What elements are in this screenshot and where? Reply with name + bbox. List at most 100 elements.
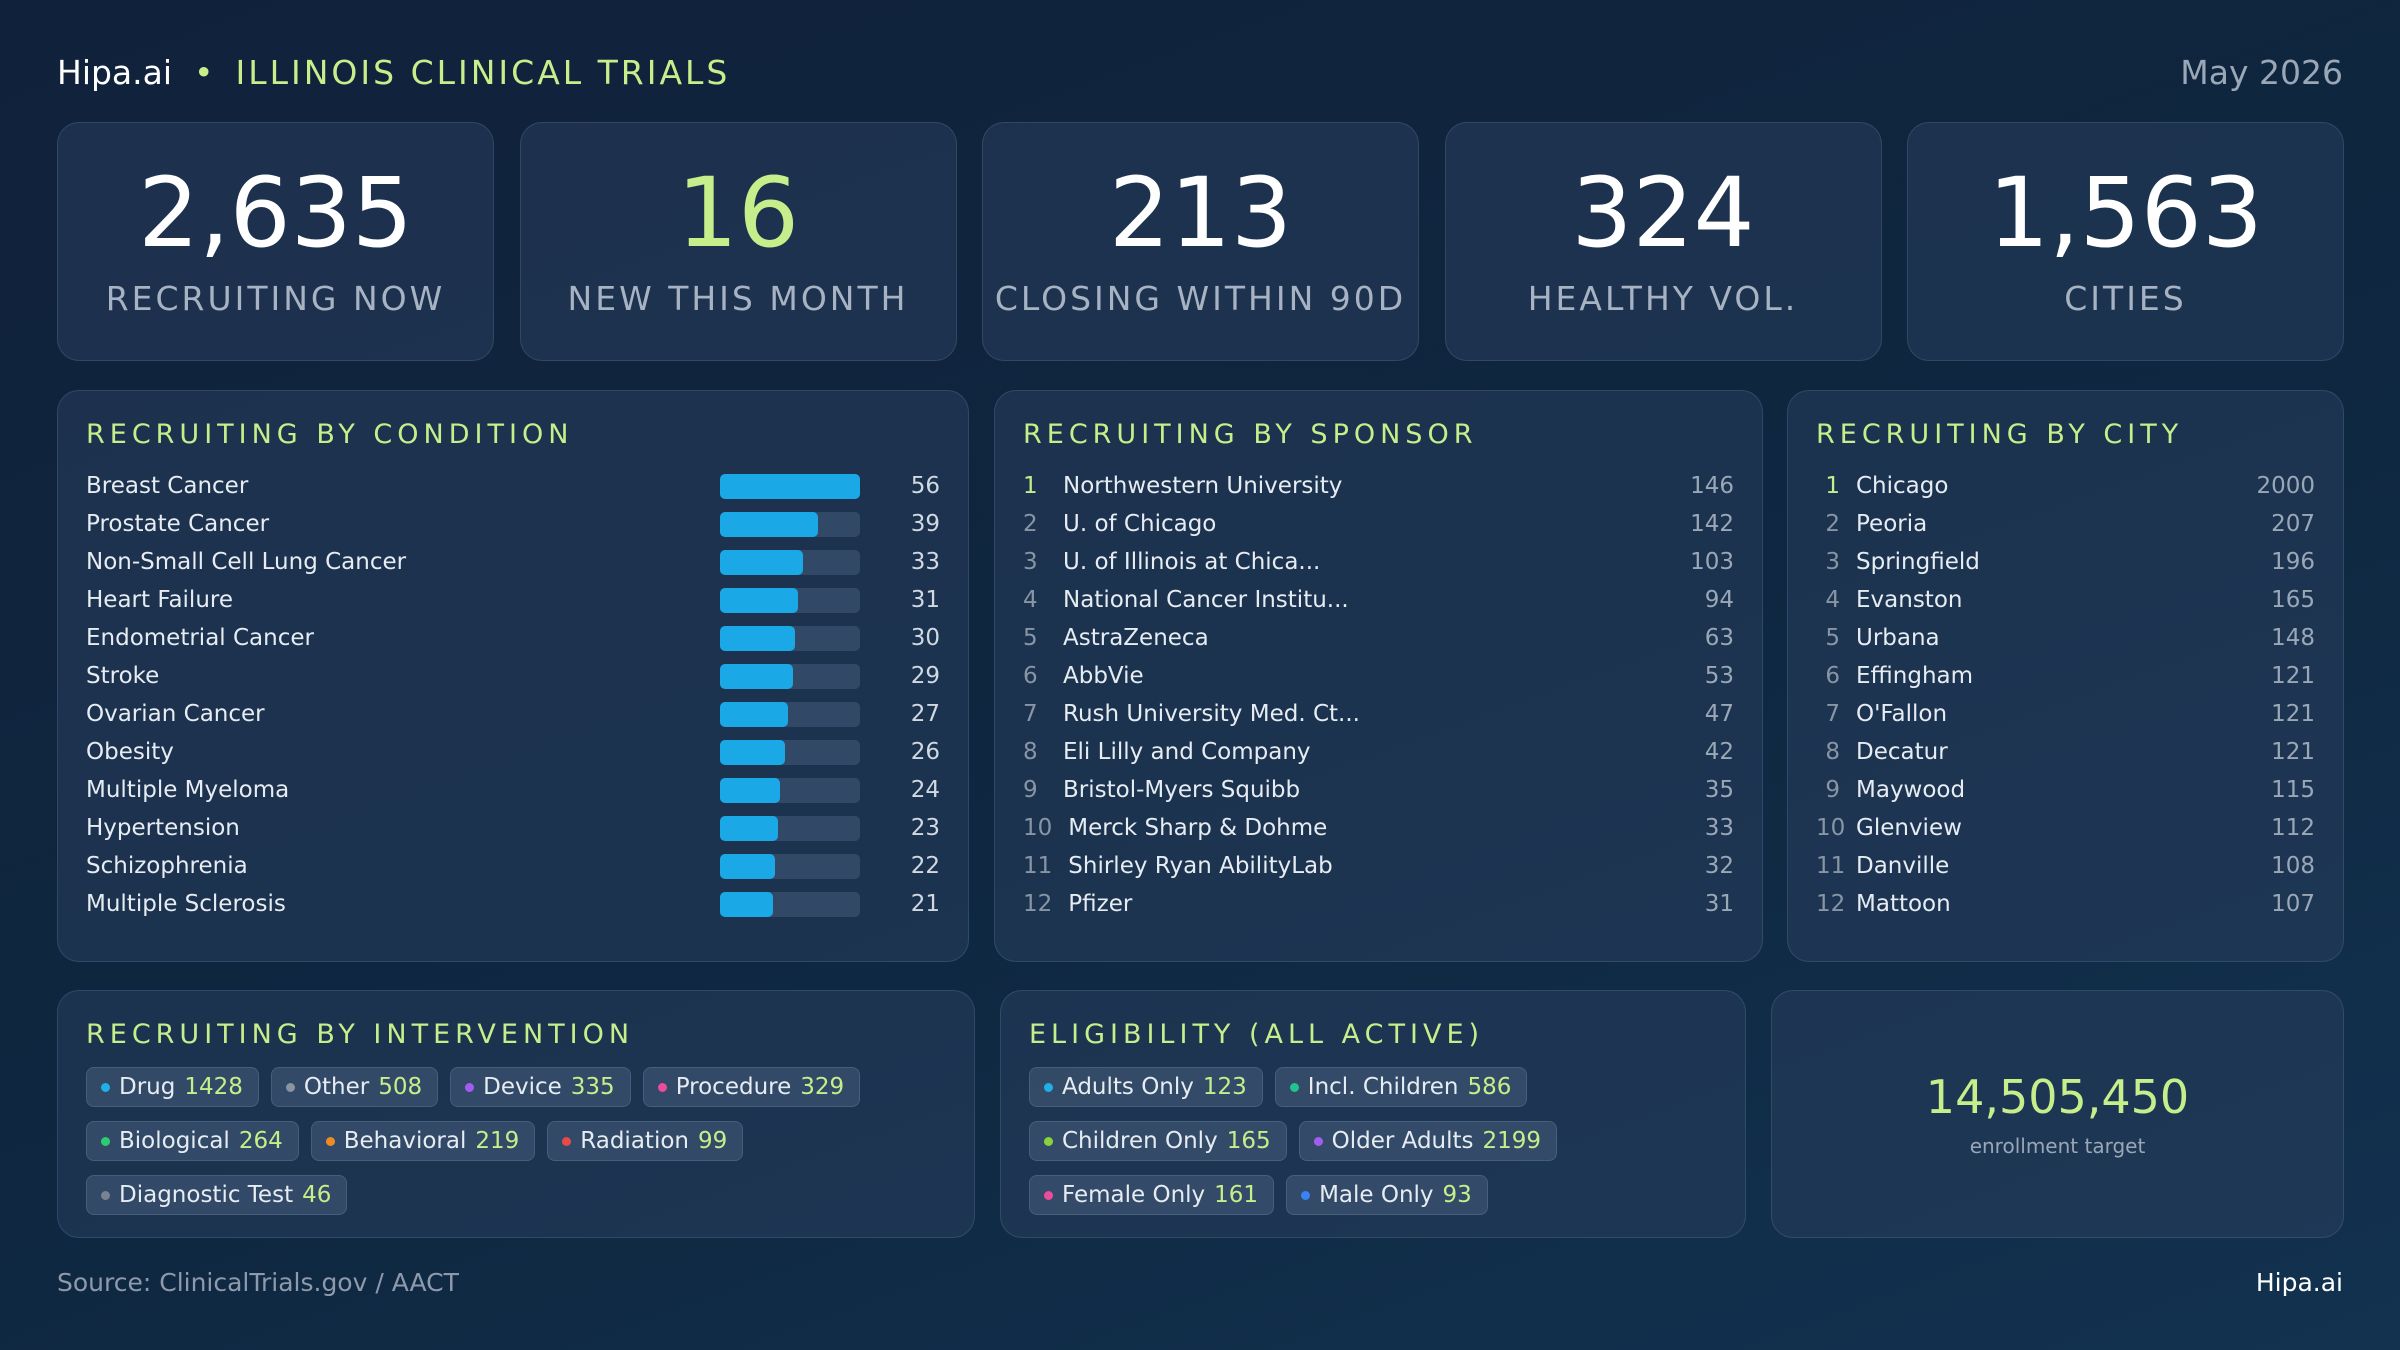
condition-row: Multiple Myeloma 24 [86, 771, 940, 809]
footer-brand: Hipa.ai [2255, 1268, 2343, 1297]
list-row: 6 AbbVie 53 [1023, 657, 1734, 695]
item-name: Mattoon [1856, 891, 1951, 917]
chip-value: 99 [697, 1128, 728, 1154]
chip: Device 335 [450, 1067, 631, 1107]
item-value: 108 [2271, 853, 2315, 879]
chip-value: 219 [475, 1128, 520, 1154]
kpi-value: 213 [1108, 157, 1293, 269]
list-row: 4 National Cancer Institu... 94 [1023, 581, 1734, 619]
bar-track [720, 473, 860, 499]
condition-value: 23 [910, 815, 940, 841]
item-value: 121 [2271, 663, 2315, 689]
chip-value: 93 [1442, 1182, 1472, 1208]
item-value: 94 [1704, 587, 1734, 613]
item-value: 121 [2271, 739, 2315, 765]
item-name: U. of Chicago [1063, 511, 1217, 537]
bar-track [720, 663, 860, 689]
bar-track [720, 587, 860, 613]
chip-name: Male Only [1319, 1182, 1434, 1208]
chip-value: 508 [378, 1074, 423, 1100]
date: May 2026 [2180, 52, 2343, 92]
chip-name: Incl. Children [1307, 1074, 1459, 1100]
list-row: 8 Decatur 121 [1816, 733, 2315, 771]
condition-panel: RECRUITING BY CONDITION Breast Cancer 56 Pr… [57, 390, 969, 962]
chip: Drug 1428 [86, 1067, 259, 1107]
chip-value: 586 [1467, 1074, 1512, 1100]
bar [720, 739, 785, 765]
rank: 3 [1825, 549, 1840, 575]
condition-value: 39 [910, 511, 940, 537]
chip-value: 2199 [1482, 1128, 1542, 1154]
chip: Behavioral 219 [310, 1121, 536, 1161]
chip-dot [1289, 1082, 1299, 1092]
item-name: Peoria [1856, 511, 1928, 537]
chip-value: 165 [1226, 1128, 1271, 1154]
chip-value: 123 [1202, 1074, 1247, 1100]
chip-dot [1301, 1190, 1311, 1200]
kpi-value: 16 [676, 157, 800, 269]
chip-dot [1044, 1190, 1053, 1200]
rank: 10 [1023, 815, 1053, 841]
item-name: O'Fallon [1856, 701, 1948, 727]
chip-name: Older Adults [1331, 1128, 1474, 1154]
condition-value: 27 [910, 701, 940, 727]
chip-name: Behavioral [343, 1128, 467, 1154]
rank: 4 [1023, 587, 1038, 613]
enrollment-panel: 14,505,450 enrollment target [1771, 990, 2344, 1238]
list-row: 10 Glenview 112 [1816, 809, 2315, 847]
item-name: Northwestern University [1063, 473, 1343, 499]
bar-track [720, 701, 860, 727]
panel-title: RECRUITING BY CONDITION [86, 419, 574, 450]
bar [720, 701, 788, 727]
condition-name: Multiple Sclerosis [86, 891, 286, 917]
item-value: 31 [1704, 891, 1734, 917]
condition-name: Obesity [86, 739, 174, 765]
kpi-label: NEW THIS MONTH [567, 279, 909, 318]
list-row: 1 Chicago 2000 [1816, 467, 2315, 505]
chip-list: Adults Only 123 Incl. Children 586 Children … [1029, 1067, 1725, 1215]
condition-name: Schizophrenia [86, 853, 248, 879]
rank: 7 [1825, 701, 1840, 727]
kpi-label: HEALTHY VOL. [1527, 279, 1799, 318]
condition-name: Endometrial Cancer [86, 625, 314, 651]
item-name: Maywood [1856, 777, 1966, 803]
item-value: 2000 [2256, 473, 2315, 499]
rank: 7 [1023, 701, 1038, 727]
rank: 6 [1825, 663, 1840, 689]
condition-name: Ovarian Cancer [86, 701, 265, 727]
rank: 8 [1825, 739, 1840, 765]
condition-name: Prostate Cancer [86, 511, 270, 537]
item-name: Rush University Med. Ct... [1063, 701, 1360, 727]
rank: 9 [1023, 777, 1038, 803]
list-row: 2 U. of Chicago 142 [1023, 505, 1734, 543]
chip-value: 1428 [184, 1074, 243, 1100]
chip-dot [285, 1082, 295, 1092]
list-row: 12 Mattoon 107 [1816, 885, 2315, 923]
item-value: 146 [1690, 473, 1734, 499]
city-panel: RECRUITING BY CITY 1 Chicago 2000 2 Peoria 207… [1787, 390, 2344, 962]
kpi-card: 16 NEW THIS MONTH [519, 122, 957, 361]
chip-value: 161 [1214, 1182, 1259, 1208]
rank: 4 [1825, 587, 1840, 613]
item-value: 103 [1690, 549, 1734, 575]
bar-track [720, 853, 860, 879]
item-value: 207 [2271, 511, 2315, 537]
rank: 5 [1023, 625, 1038, 651]
item-name: AstraZeneca [1063, 625, 1209, 651]
chip-dot [101, 1136, 110, 1146]
eligibility-panel: ELIGIBILITY (ALL ACTIVE) Adults Only 123 In… [1000, 990, 1746, 1238]
chip: Biological 264 [86, 1121, 299, 1161]
chip-name: Children Only [1062, 1128, 1218, 1154]
condition-value: 21 [910, 891, 940, 917]
panel-title: ELIGIBILITY (ALL ACTIVE) [1029, 1019, 1485, 1050]
list-row: 11 Shirley Ryan AbilityLab 32 [1023, 847, 1734, 885]
list-row: 5 AstraZeneca 63 [1023, 619, 1734, 657]
condition-row: Stroke 29 [86, 657, 940, 695]
rank: 11 [1023, 853, 1053, 879]
chip-dot [465, 1082, 475, 1092]
chip: Older Adults 2199 [1298, 1121, 1558, 1161]
condition-name: Stroke [86, 663, 160, 689]
chip-name: Adults Only [1062, 1074, 1194, 1100]
condition-row: Hypertension 23 [86, 809, 940, 847]
page-title: ILLINOIS CLINICAL TRIALS [235, 52, 731, 92]
